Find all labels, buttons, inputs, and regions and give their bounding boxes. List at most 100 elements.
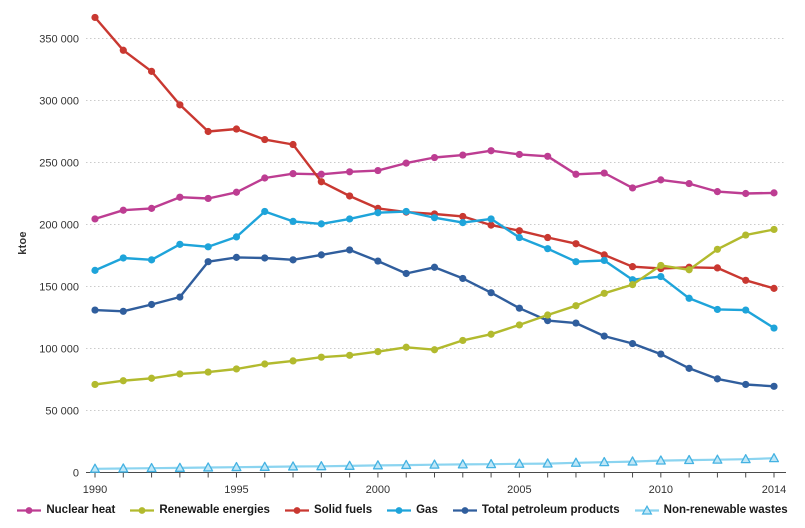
data-point [289,256,297,264]
data-point [657,176,665,184]
data-point [232,233,241,241]
data-point [544,245,552,253]
data-point [91,380,99,389]
data-point [515,321,523,329]
data-point-triangle [514,458,525,468]
data-point [91,266,99,274]
data-point [261,254,269,262]
series-non-renewable-wastes [89,452,780,473]
data-point [261,135,269,144]
x-axis: 1990 1995 2000 2005 2010 2014 [83,472,786,496]
data-point [713,264,722,272]
data-point [770,284,778,292]
data-point [572,240,580,248]
legend-item-non-renewable-wastes: Non-renewable wastes [634,504,788,516]
data-point [289,140,297,149]
data-point [628,281,637,289]
data-point [742,380,750,389]
data-point-triangle [287,461,299,471]
data-point-triangle [231,461,242,472]
data-point-triangle [429,459,440,469]
line-chart-plot-area: 0 50 000 100 000 150 000 200 000 250 000 300 0… [39,13,786,496]
data-point-triangle [372,460,383,470]
data-point [261,360,269,368]
series-line-renewable-energies [93,228,776,386]
data-point [91,215,99,223]
series-gas [91,207,778,332]
gridlines [86,38,786,411]
legend-label: Non-renewable wastes [663,504,788,516]
data-point [544,233,552,242]
data-point [317,353,325,361]
data-point-triangle [740,453,751,464]
legend-label: Total petroleum products [481,504,620,516]
data-point-triangle [655,455,666,465]
y-axis-tick-label: 250 000 [39,158,79,170]
data-point [544,152,552,160]
data-point [713,375,722,383]
data-point [430,153,439,162]
data-point [204,368,212,376]
data-point [770,225,778,234]
data-point-triangle [627,456,638,466]
data-point [91,13,99,22]
y-axis-tick-label: 200 000 [39,220,79,232]
data-point [204,194,212,203]
total-petroleum-products-marker-icon [452,506,477,514]
data-point [742,306,750,314]
data-point [600,289,608,297]
data-point [544,317,552,325]
legend-item-total-petroleum-products: Total petroleum products [452,504,620,516]
data-point [176,293,184,301]
data-point [346,351,354,359]
data-point [204,243,212,251]
chart-legend: Nuclear heat Renewable energies Solid fuel… [0,499,805,521]
data-point [204,127,212,136]
data-point-triangle [542,458,553,468]
data-point [685,179,693,188]
data-point [261,174,269,182]
data-point [402,207,410,216]
data-point [430,214,439,222]
data-point [176,240,184,248]
x-axis-tick-label: 1990 [83,484,107,496]
data-point [232,125,241,133]
data-point [374,257,382,265]
x-axis-tick-label: 1995 [224,484,248,496]
series-nuclear-heat [91,147,778,223]
data-point [317,170,325,178]
data-point-triangle [599,456,610,467]
data-point [204,258,212,266]
data-point [600,251,608,259]
data-point [572,319,580,327]
data-point [685,266,693,274]
y-axis-tick-labels: 0 50 000 100 000 150 000 200 000 250 000 300 0… [39,34,79,480]
data-point [289,217,297,225]
data-point [487,289,495,297]
series-solid-fuels [91,13,778,292]
data-point-triangle [259,461,270,471]
y-axis-title: ktoe [17,231,29,255]
data-point [600,169,608,177]
data-point-triangle [118,463,129,473]
data-point [402,159,410,167]
data-point [572,302,580,310]
data-point [402,269,410,278]
data-point [713,305,722,314]
legend-item-renewable-energies: Renewable energies [130,504,270,516]
renewable-energies-marker-icon [130,506,155,514]
data-point [515,150,523,159]
y-axis-tick-label: 0 [73,468,79,480]
data-point [600,332,608,340]
data-point [742,276,750,284]
data-point [770,382,778,390]
x-axis-tick-label: 2005 [507,484,531,496]
y-axis-tick-label: 300 000 [39,96,79,108]
data-point [232,253,241,261]
data-point [176,370,184,378]
data-point [430,263,439,271]
legend-label: Gas [416,504,438,516]
data-point [713,188,722,196]
series-renewable-energies [91,225,778,389]
data-point [176,101,184,109]
